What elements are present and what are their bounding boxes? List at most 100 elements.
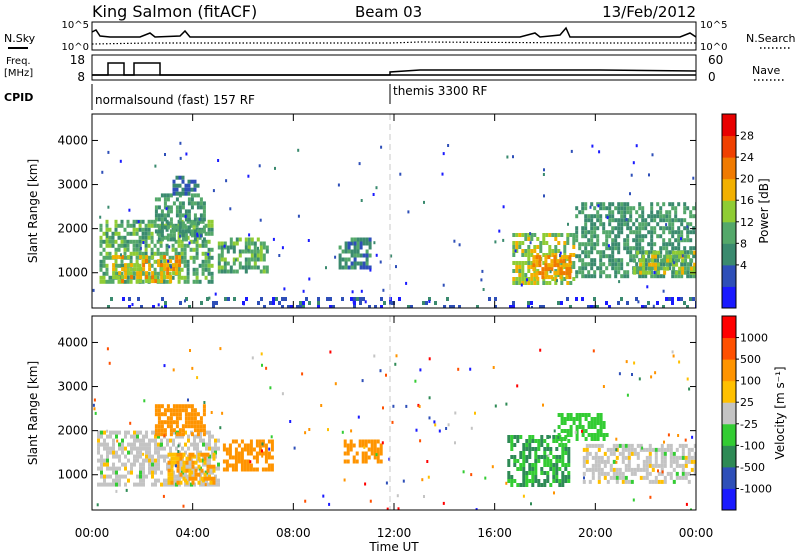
power-cell (353, 237, 357, 242)
power-cell (351, 290, 354, 294)
velocity-cell (130, 466, 133, 471)
power-cell (665, 226, 669, 231)
velocity-cell (566, 429, 570, 433)
power-cell (126, 275, 130, 280)
power-cell (141, 219, 145, 224)
power-cell (669, 254, 673, 259)
power-cell (686, 274, 690, 279)
velocity-cell (184, 420, 188, 425)
power-cell (654, 250, 658, 255)
velocity-cell (474, 411, 476, 415)
velocity-cell (569, 429, 573, 433)
freq-panel (91, 54, 697, 81)
velocity-cell (552, 475, 556, 479)
power-cell (668, 202, 672, 207)
velocity-cell (243, 459, 247, 464)
power-cell (368, 253, 372, 258)
power-cell (181, 191, 185, 196)
power-cell (611, 214, 615, 219)
velocity-cell (553, 429, 556, 433)
power-cell (596, 202, 600, 207)
power-cell (559, 259, 563, 264)
velocity-cell (142, 434, 145, 439)
power-cell (184, 237, 188, 242)
power-cell (151, 255, 155, 260)
power-cell (141, 251, 145, 256)
power-cell (287, 305, 290, 308)
velocity-cell (615, 455, 619, 460)
velocity-cell (575, 437, 579, 441)
power-cell (556, 259, 560, 264)
velocity-cell (154, 450, 157, 455)
velocity-cell (567, 451, 571, 455)
velocity-cell (540, 471, 544, 475)
power-cell (226, 261, 230, 266)
power-cell (186, 259, 190, 264)
power-cell (359, 241, 363, 246)
velocity-cell (566, 413, 570, 417)
velocity-cell (621, 447, 625, 452)
power-cell (353, 257, 357, 262)
power-cell (210, 223, 214, 228)
x-tick-label: 20:00 (578, 526, 613, 540)
power-cell (599, 250, 603, 255)
power-cell (644, 274, 648, 279)
power-cell (626, 218, 630, 223)
power-cell (210, 255, 214, 260)
power-cell (629, 206, 633, 211)
power-cell (410, 305, 413, 308)
velocity-cell (157, 462, 160, 467)
velocity-cell (528, 479, 532, 483)
velocity-cell (564, 443, 568, 447)
power-cell (665, 210, 669, 215)
power-cell (204, 259, 208, 264)
power-cell (332, 305, 335, 308)
velocity-cell (167, 472, 171, 477)
velocity-cell (160, 470, 163, 475)
velocity-cell (211, 434, 214, 439)
velocity-cell (175, 408, 179, 413)
power-cell (184, 225, 188, 230)
velocity-cell (693, 443, 696, 448)
power-cell (559, 271, 563, 276)
power-cell (338, 245, 342, 250)
colorbar-swatch (722, 445, 736, 468)
velocity-cell (124, 462, 127, 467)
power-cell (581, 262, 585, 267)
power-cell (244, 245, 248, 250)
power-cell (350, 265, 354, 270)
power-cell (172, 237, 176, 242)
power-cell (648, 266, 652, 271)
power-cell (148, 263, 152, 268)
power-cell (187, 209, 191, 214)
power-cell (123, 243, 127, 248)
velocity-cell (675, 459, 679, 464)
power-cell (518, 273, 522, 277)
power-cell (201, 267, 205, 272)
power-cell (144, 223, 148, 228)
power-cells (92, 141, 696, 308)
velocity-cell (543, 439, 547, 443)
velocity-cell (415, 428, 418, 432)
velocity-cell (669, 475, 673, 480)
velocity-cell (187, 416, 191, 421)
power-cell (135, 227, 139, 232)
velocity-cell (428, 396, 431, 400)
power-cell (259, 253, 263, 258)
power-cell (599, 206, 603, 211)
power-cell (530, 277, 534, 281)
power-cell (136, 263, 140, 268)
power-cell (597, 204, 600, 208)
velocity-cell (112, 438, 115, 443)
velocity-cell (199, 438, 202, 443)
velocity-cell (124, 474, 127, 479)
velocity-cell (636, 463, 640, 468)
velocity-cell (202, 438, 205, 443)
power-cell (562, 271, 566, 276)
power-cell (584, 234, 588, 239)
power-cell (207, 239, 211, 244)
freq-tick-low: 8 (77, 70, 85, 84)
velocity-cell (648, 463, 652, 468)
velocity-cell (678, 463, 682, 468)
colorbar-swatch (722, 316, 736, 339)
